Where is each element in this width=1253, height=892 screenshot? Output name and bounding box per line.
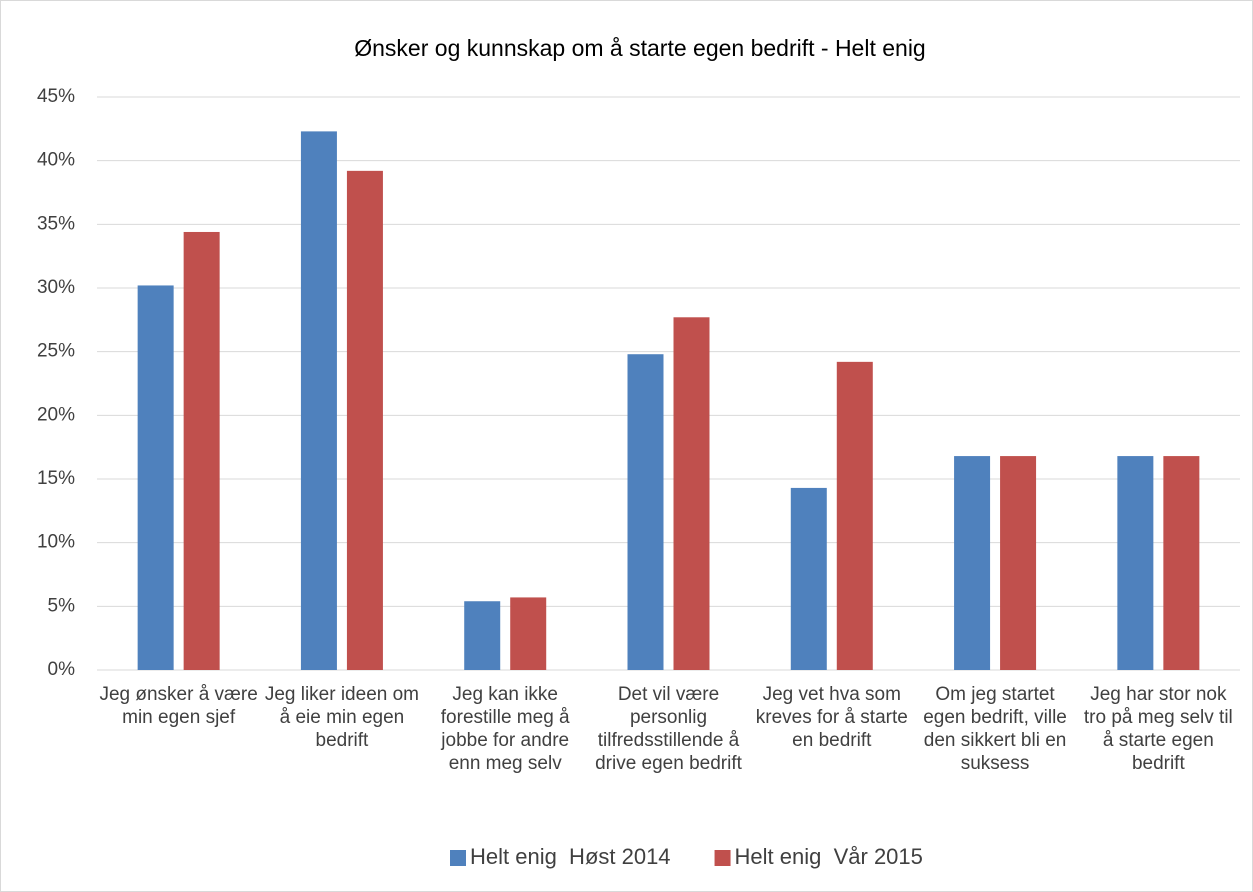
x-tick-label: Jeg liker ideen om å eie min egen bedrif… [264,684,420,751]
x-tick-label: Om jeg startet egen bedrift, ville den s… [923,684,1067,774]
y-tick-label: 0% [48,659,76,680]
bar [627,354,664,670]
legend-swatch [450,850,466,866]
legend-label: Helt enig Høst 2014 [470,844,671,869]
y-tick-label: 45% [37,86,75,107]
x-tick-label: Jeg vet hva som kreves for å starte en b… [755,684,908,751]
y-tick-label: 10% [37,532,75,553]
y-tick-label: 25% [37,341,75,362]
bar [790,487,827,670]
bar [464,601,501,670]
bar [300,131,337,670]
bar [183,231,220,670]
bar [1000,456,1037,670]
legend-swatch [714,850,731,866]
legend-label: Helt enig Vår 2015 [735,844,923,869]
y-tick-label: 30% [37,277,75,298]
bar [954,456,991,670]
x-tick-label: Jeg ønsker å være min egen sjef [99,684,258,728]
x-tick-label: Jeg har stor nok tro på meg selv til å s… [1083,684,1233,774]
x-tick-label: Det vil være personlig tilfredsstillende… [595,684,742,774]
bar [1163,456,1200,670]
bar [836,361,873,670]
y-tick-label: 20% [37,404,75,425]
y-tick-label: 40% [37,150,75,171]
y-tick-label: 5% [48,595,76,616]
y-tick-label: 35% [37,213,75,234]
bar [673,317,710,670]
bar [346,170,383,670]
bar [1117,456,1154,670]
y-tick-label: 15% [37,468,75,489]
bar [137,285,174,670]
chart-title: Ønsker og kunnskap om å starte egen bedr… [354,35,925,61]
x-tick-label: Jeg kan ikke forestille meg å jobbe for … [440,684,570,774]
bar [510,597,547,670]
